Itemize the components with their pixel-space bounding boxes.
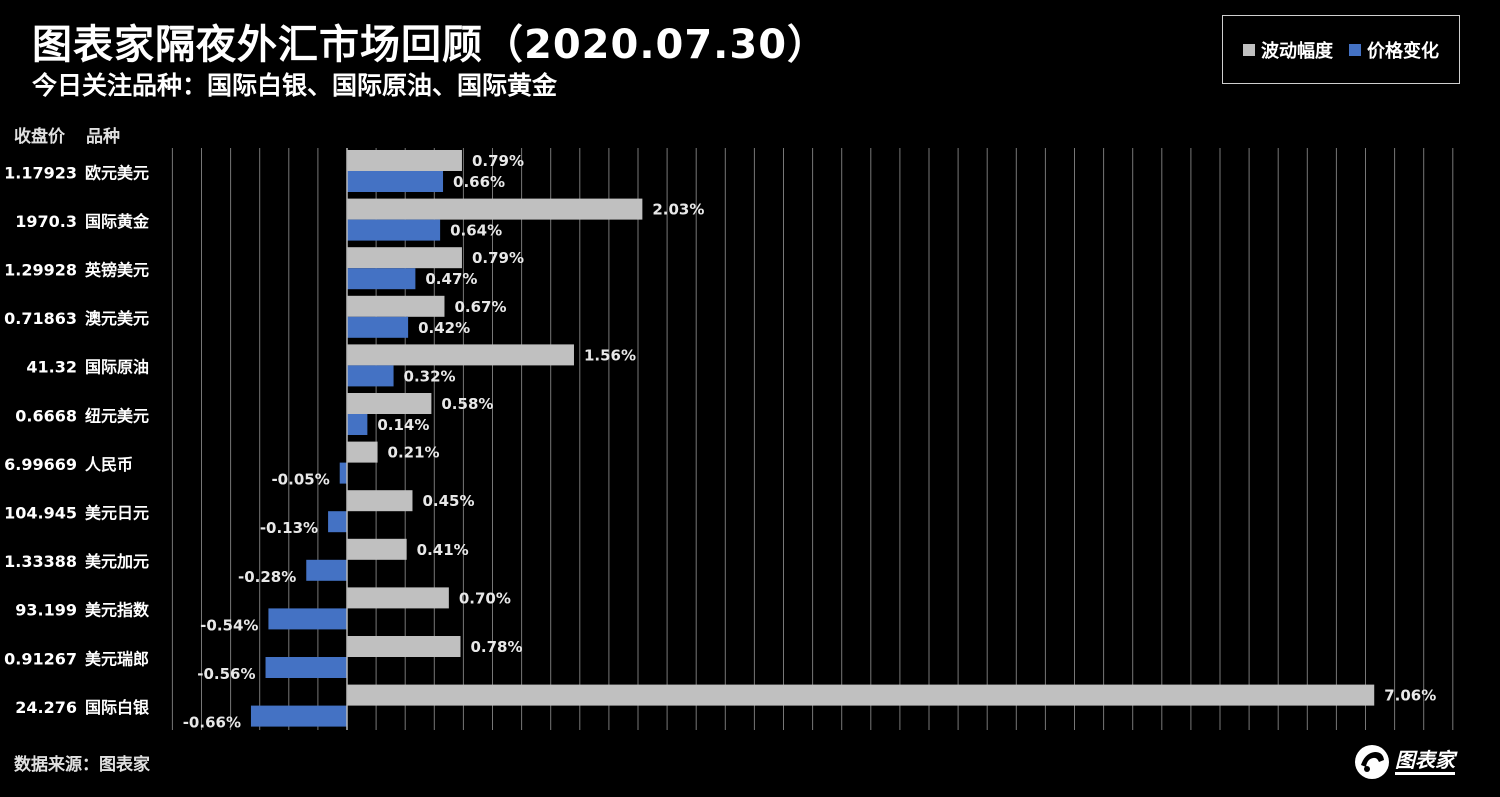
legend-item-volatility: 波动幅度 [1243, 37, 1333, 63]
legend-swatch-volatility [1243, 43, 1255, 56]
bar-price-change [328, 511, 347, 533]
data-label-volatility: 0.79% [472, 152, 524, 170]
chart-title: 图表家隔夜外汇市场回顾（2020.07.30） [32, 22, 829, 68]
data-label-change: -0.54% [200, 616, 258, 634]
logo-icon [1355, 745, 1389, 779]
legend-label-volatility: 波动幅度 [1261, 40, 1333, 62]
data-label-volatility: 7.06% [1384, 687, 1436, 705]
brand-logo: 图表家 [1353, 743, 1455, 781]
category-label: 美元加元 [85, 552, 149, 571]
data-label-volatility: 0.78% [470, 638, 522, 656]
legend-label-change: 价格变化 [1367, 40, 1439, 62]
data-label-change: -0.56% [197, 665, 255, 683]
data-label-change: -0.05% [271, 471, 329, 489]
data-label-change: 0.14% [377, 416, 429, 434]
bar-volatility [347, 636, 461, 657]
data-label-volatility: 0.41% [417, 541, 469, 559]
close-price-label: 93.199 [15, 601, 77, 620]
legend-swatch-change [1349, 43, 1361, 56]
data-label-volatility: 0.70% [459, 589, 511, 607]
bar-volatility [347, 538, 407, 560]
category-label: 人民币 [85, 455, 133, 474]
bar-volatility [347, 441, 378, 463]
category-label: 美元日元 [85, 504, 149, 523]
data-source: 数据来源：图表家 [14, 755, 150, 775]
close-price-label: 104.945 [4, 504, 77, 523]
bar-volatility [347, 344, 574, 366]
bar-price-change [347, 219, 441, 241]
category-label: 英镑美元 [84, 261, 149, 280]
bar-price-change [347, 316, 409, 338]
data-label-volatility: 1.56% [584, 346, 636, 364]
data-label-change: -0.13% [260, 519, 318, 537]
legend-item-change: 价格变化 [1349, 37, 1439, 63]
data-label-change: 0.47% [425, 270, 477, 288]
close-price-label: 41.32 [26, 358, 77, 377]
column-header-price: 收盘价 [14, 127, 65, 147]
data-label-change: 0.32% [404, 367, 456, 385]
bar-price-change [250, 705, 347, 727]
data-label-change: 0.42% [418, 319, 470, 337]
data-label-change: -0.28% [238, 568, 296, 586]
bar-volatility [347, 150, 462, 171]
close-price-label: 6.99669 [4, 455, 77, 474]
data-label-volatility: 2.03% [652, 201, 704, 219]
category-label: 澳元美元 [85, 309, 149, 328]
close-price-label: 1.17923 [4, 163, 77, 182]
category-label: 国际原油 [85, 358, 149, 377]
bar-price-change [347, 365, 394, 387]
data-label-volatility: 0.45% [422, 492, 474, 510]
bar-volatility [347, 684, 1375, 706]
close-price-label: 24.276 [15, 698, 77, 717]
bar-price-change [268, 608, 347, 630]
bar-volatility [347, 490, 413, 512]
data-label-volatility: 0.67% [454, 298, 506, 316]
column-header-name: 品种 [86, 127, 120, 147]
category-label: 纽元美元 [85, 406, 149, 425]
close-price-label: 1.29928 [4, 261, 77, 280]
data-label-change: -0.66% [183, 714, 241, 732]
bar-price-change [347, 171, 444, 192]
close-price-label: 1.33388 [4, 552, 77, 571]
bar-price-change [347, 414, 368, 435]
data-label-change: 0.64% [450, 222, 502, 240]
logo-text: 图表家 [1395, 748, 1455, 772]
bar-volatility [347, 587, 449, 609]
close-price-label: 1970.3 [15, 212, 77, 231]
category-label: 美元指数 [85, 601, 150, 620]
bar-price-change [347, 268, 416, 290]
legend: 波动幅度 价格变化 [1222, 15, 1460, 84]
bar-price-change [265, 657, 347, 678]
bar-volatility [347, 198, 643, 220]
close-price-label: 0.6668 [15, 406, 77, 425]
data-label-volatility: 0.21% [388, 444, 440, 462]
bar-price-change [339, 462, 347, 484]
chart-subtitle: 今日关注品种：国际白银、国际原油、国际黄金 [32, 71, 558, 100]
category-label: 国际黄金 [85, 212, 150, 231]
data-label-change: 0.66% [453, 173, 505, 191]
logo-underline [1395, 772, 1455, 775]
bar-price-change [306, 559, 347, 581]
category-label: 美元瑞郎 [85, 649, 149, 668]
bar-volatility [347, 393, 432, 414]
category-label: 国际白银 [85, 698, 150, 717]
data-label-volatility: 0.79% [472, 249, 524, 267]
bar-volatility [347, 247, 462, 269]
bar-volatility [347, 295, 445, 317]
category-label: 欧元美元 [85, 163, 149, 182]
close-price-label: 0.91267 [4, 649, 77, 668]
data-label-volatility: 0.58% [441, 395, 493, 413]
close-price-label: 0.71863 [4, 309, 77, 328]
